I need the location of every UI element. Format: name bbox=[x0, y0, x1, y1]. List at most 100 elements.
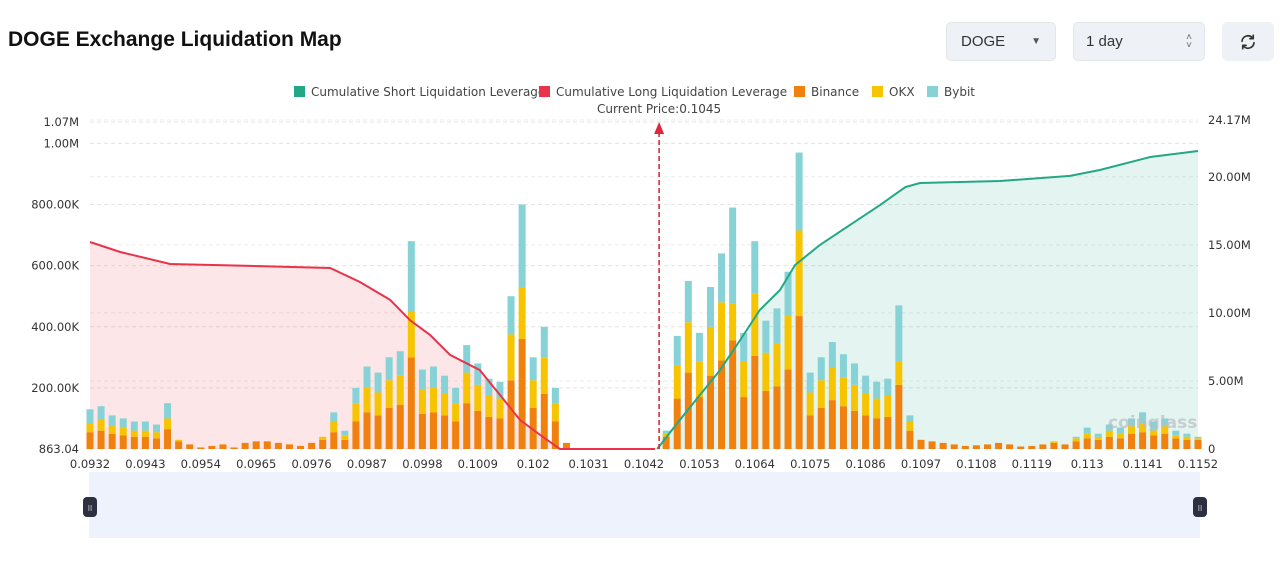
bar-stack[interactable] bbox=[1094, 433, 1102, 449]
bar-stack[interactable] bbox=[352, 387, 360, 449]
bar-stack[interactable] bbox=[175, 439, 183, 449]
bar-stack[interactable] bbox=[873, 381, 881, 449]
bar-stack[interactable] bbox=[817, 357, 825, 449]
bar-stack[interactable] bbox=[108, 415, 116, 449]
bar-stack[interactable] bbox=[385, 357, 393, 449]
bar-stack[interactable] bbox=[485, 378, 493, 449]
bar-stack[interactable] bbox=[784, 271, 792, 449]
bar-stack[interactable] bbox=[1139, 412, 1147, 449]
bar-stack[interactable] bbox=[862, 375, 870, 449]
bar-stack[interactable] bbox=[851, 363, 859, 449]
bar-stack[interactable] bbox=[662, 430, 670, 449]
bar-stack[interactable] bbox=[1172, 430, 1180, 449]
bar-stack[interactable] bbox=[1083, 427, 1091, 449]
bar-stack[interactable] bbox=[729, 207, 737, 449]
bar-stack[interactable] bbox=[1183, 433, 1191, 449]
bar-stack[interactable] bbox=[740, 332, 748, 449]
bar-stack[interactable] bbox=[1050, 441, 1058, 449]
bar-stack[interactable] bbox=[906, 415, 914, 449]
bar-stack[interactable] bbox=[1039, 444, 1047, 449]
bar-stack[interactable] bbox=[1061, 444, 1069, 449]
bar-stack[interactable] bbox=[939, 442, 947, 449]
bar-stack[interactable] bbox=[474, 363, 482, 449]
bar-stack[interactable] bbox=[1161, 418, 1169, 449]
bar-stack[interactable] bbox=[186, 444, 194, 449]
bar-stack[interactable] bbox=[917, 439, 925, 449]
bar-stack[interactable] bbox=[374, 372, 382, 449]
bar-stack[interactable] bbox=[884, 378, 892, 449]
bar-stack[interactable] bbox=[773, 308, 781, 449]
bar-stack[interactable] bbox=[86, 409, 94, 449]
bar-stack[interactable] bbox=[995, 442, 1003, 449]
bar-stack[interactable] bbox=[407, 241, 415, 449]
bar-stack[interactable] bbox=[208, 445, 216, 449]
bar-stack[interactable] bbox=[330, 412, 338, 449]
bar-stack[interactable] bbox=[1116, 427, 1124, 449]
bar-stack[interactable] bbox=[895, 305, 903, 449]
bar-stack[interactable] bbox=[1072, 436, 1080, 449]
bar-stack[interactable] bbox=[285, 444, 293, 449]
bar-stack[interactable] bbox=[972, 445, 980, 449]
bar-stack[interactable] bbox=[1006, 444, 1014, 449]
bar-stack[interactable] bbox=[695, 332, 703, 449]
bar-stack[interactable] bbox=[197, 447, 205, 449]
bar-stack[interactable] bbox=[308, 442, 316, 449]
bar-stack[interactable] bbox=[263, 441, 271, 449]
bar-stack[interactable] bbox=[496, 381, 504, 449]
zoom-slider-track[interactable] bbox=[89, 472, 1200, 538]
legend-label[interactable]: Cumulative Long Liquidation Leverage bbox=[556, 85, 787, 99]
bar-stack[interactable] bbox=[983, 444, 991, 449]
bar-stack[interactable] bbox=[252, 441, 260, 449]
bar-stack[interactable] bbox=[1017, 446, 1025, 449]
bar-stack[interactable] bbox=[762, 320, 770, 449]
bar-stack[interactable] bbox=[706, 287, 714, 449]
bar-stack[interactable] bbox=[130, 421, 138, 449]
bar-stack[interactable] bbox=[319, 436, 327, 449]
bar-stack[interactable] bbox=[562, 442, 570, 449]
bar-stack[interactable] bbox=[141, 421, 149, 449]
zoom-slider-handle-right[interactable] bbox=[1193, 497, 1207, 517]
legend-label[interactable]: Binance bbox=[811, 85, 859, 99]
bar-stack[interactable] bbox=[1150, 421, 1158, 449]
refresh-button[interactable] bbox=[1222, 22, 1274, 61]
bar-stack[interactable] bbox=[1128, 418, 1136, 449]
bar-stack[interactable] bbox=[673, 335, 681, 449]
bar-stack[interactable] bbox=[1105, 424, 1113, 449]
bar-stack[interactable] bbox=[839, 354, 847, 449]
bar-stack[interactable] bbox=[463, 345, 471, 449]
bar-stack[interactable] bbox=[551, 387, 559, 449]
legend-label[interactable]: Cumulative Short Liquidation Leverage bbox=[311, 85, 545, 99]
bar-stack[interactable] bbox=[1194, 436, 1202, 449]
symbol-select[interactable]: DOGE ▼ bbox=[946, 22, 1056, 61]
bar-stack[interactable] bbox=[119, 418, 127, 449]
bar-stack[interactable] bbox=[795, 152, 803, 449]
zoom-slider-handle-left[interactable] bbox=[83, 497, 97, 517]
bar-stack[interactable] bbox=[950, 444, 958, 449]
bar-stack[interactable] bbox=[1028, 445, 1036, 449]
bar-stack[interactable] bbox=[274, 442, 282, 449]
bar-stack[interactable] bbox=[219, 444, 227, 449]
legend-label[interactable]: Bybit bbox=[944, 85, 975, 99]
bar-stack[interactable] bbox=[718, 253, 726, 449]
bar-stack[interactable] bbox=[806, 372, 814, 449]
bar-stack[interactable] bbox=[241, 442, 249, 449]
bar-stack[interactable] bbox=[230, 447, 238, 449]
bar-stack[interactable] bbox=[961, 445, 969, 449]
bar-stack[interactable] bbox=[429, 366, 437, 449]
bar-stack[interactable] bbox=[164, 403, 172, 449]
period-select[interactable]: 1 day ˄ ˅ bbox=[1073, 22, 1205, 61]
bar-stack[interactable] bbox=[97, 406, 105, 449]
bar-stack[interactable] bbox=[529, 357, 537, 449]
legend-label[interactable]: OKX bbox=[889, 85, 915, 99]
bar-stack[interactable] bbox=[540, 326, 548, 449]
bar-stack[interactable] bbox=[507, 296, 515, 449]
bar-stack[interactable] bbox=[452, 387, 460, 449]
bar-stack[interactable] bbox=[363, 366, 371, 449]
bar-stack[interactable] bbox=[297, 445, 305, 449]
bar-stack[interactable] bbox=[396, 351, 404, 449]
bar-stack[interactable] bbox=[152, 424, 160, 449]
bar-stack[interactable] bbox=[341, 430, 349, 449]
bar-stack[interactable] bbox=[928, 441, 936, 449]
bar-stack[interactable] bbox=[441, 375, 449, 449]
bar-stack[interactable] bbox=[828, 342, 836, 449]
